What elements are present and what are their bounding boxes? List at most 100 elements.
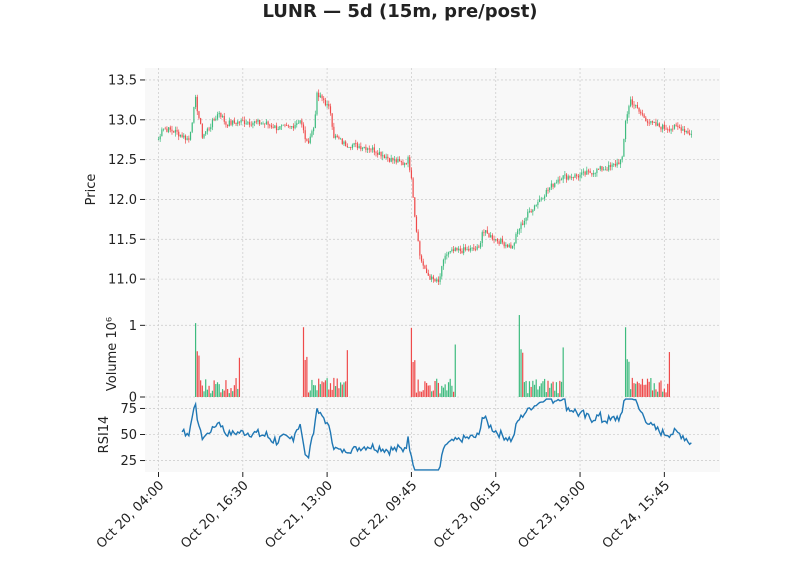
candle-body <box>446 254 448 256</box>
candle-body <box>215 118 217 121</box>
volume-bar <box>346 350 348 397</box>
volume-bar <box>527 393 529 397</box>
candle-body <box>474 249 477 251</box>
volume-bar <box>628 361 630 397</box>
price-axis-label: Price <box>84 174 99 206</box>
rsi-panel-background <box>145 397 720 472</box>
candle-body <box>581 172 583 175</box>
x-tick-label: Oct 23, 19:00 <box>515 478 588 551</box>
candle-body <box>294 124 296 129</box>
candle-body <box>213 119 215 121</box>
candle-body <box>387 156 389 159</box>
volume-axis-label: Volume 10⁶ <box>105 317 120 391</box>
candle-body <box>380 151 382 157</box>
volume-bar <box>535 379 537 397</box>
candle-body <box>336 135 338 138</box>
candle-body <box>685 131 687 133</box>
candle-body <box>495 239 497 241</box>
volume-tick-label: 1 <box>129 319 137 334</box>
volume-bar <box>321 381 323 397</box>
candle-body <box>358 146 360 149</box>
candle-body <box>348 147 350 148</box>
candle-body <box>527 211 529 218</box>
candle-body <box>194 96 197 108</box>
candle-body <box>439 276 441 282</box>
candle-body <box>193 107 195 123</box>
candle-body <box>572 177 574 179</box>
candle-body <box>442 259 445 267</box>
volume-bar <box>210 393 212 397</box>
volume-bar <box>454 344 456 397</box>
candle-body <box>218 112 220 115</box>
candle-body <box>555 182 558 184</box>
candle-body <box>569 176 571 178</box>
candle-body <box>399 159 401 162</box>
volume-bar <box>313 385 315 397</box>
volume-bar <box>311 379 313 397</box>
volume-bar <box>648 381 650 397</box>
candle-body <box>601 166 603 171</box>
volume-tick-label: 0 <box>129 391 137 406</box>
volume-bar <box>630 389 632 397</box>
candle-body <box>198 111 200 119</box>
candle-body <box>469 248 472 251</box>
volume-bar <box>314 385 316 397</box>
candle-body <box>414 197 416 217</box>
candle-body <box>248 122 251 125</box>
candle-body <box>522 223 524 225</box>
candle-body <box>549 187 551 190</box>
price-tick-label: 12.0 <box>108 193 137 208</box>
candle-body <box>557 179 559 183</box>
candle-body <box>326 103 328 106</box>
x-tick-label: Oct 23, 06:15 <box>431 478 504 551</box>
candle-body <box>368 148 370 150</box>
candle-body <box>667 129 669 131</box>
candle-body <box>643 114 645 118</box>
volume-bar <box>663 388 665 397</box>
candle-body <box>554 183 556 187</box>
candle-body <box>319 95 321 98</box>
volume-bar <box>420 391 423 397</box>
volume-bar <box>532 380 534 397</box>
volume-bar <box>340 382 342 397</box>
volume-bar <box>201 385 203 397</box>
candle-body <box>635 104 637 106</box>
candle-body <box>608 165 610 171</box>
volume-bar <box>203 391 205 397</box>
candle-body <box>361 148 364 150</box>
volume-bar <box>439 393 441 397</box>
candle-body <box>179 134 182 137</box>
candle-body <box>456 247 458 251</box>
volume-bar <box>307 392 310 397</box>
candle-body <box>436 279 438 282</box>
candle-body <box>432 276 434 280</box>
x-tick-label: Oct 20, 16:30 <box>178 478 251 551</box>
candle-body <box>523 220 525 225</box>
candle-body <box>623 139 625 157</box>
candle-body <box>225 121 227 125</box>
candle-body <box>483 232 485 233</box>
candle-body <box>313 128 315 132</box>
candle-body <box>515 234 517 244</box>
candle-body <box>545 189 547 197</box>
volume-bar <box>410 327 413 397</box>
volume-bar <box>225 380 227 397</box>
candle-body <box>329 106 332 114</box>
candle-body <box>201 123 203 138</box>
candle-body <box>412 178 414 198</box>
volume-bar <box>196 351 198 397</box>
volume-bar <box>213 380 215 397</box>
volume-bar <box>658 382 660 397</box>
candle-body <box>292 126 294 129</box>
candle-body <box>390 157 392 162</box>
candle-body <box>171 129 173 132</box>
candle-body <box>427 272 429 276</box>
volume-bar <box>538 386 541 397</box>
candle-body <box>451 249 453 252</box>
candle-body <box>397 159 399 163</box>
volume-bar <box>422 390 424 397</box>
candle-body <box>334 135 337 138</box>
volume-bar <box>631 377 633 397</box>
volume-bar <box>215 384 217 397</box>
